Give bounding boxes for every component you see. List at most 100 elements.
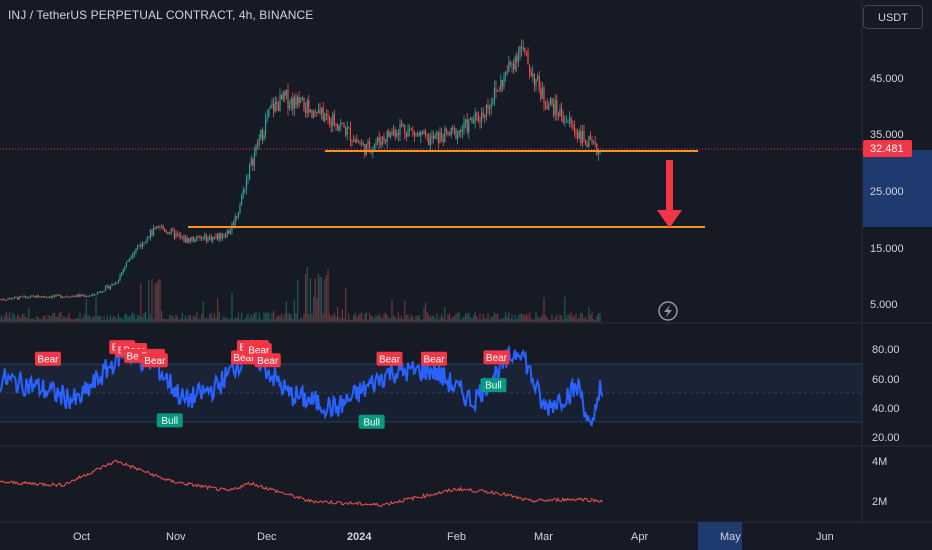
volume-bar [321, 277, 323, 322]
candle-body [324, 113, 326, 122]
candle-body [353, 141, 355, 142]
candle-body [13, 297, 15, 299]
candle-body [273, 104, 275, 112]
candle-body [300, 99, 302, 104]
oscillator-axis[interactable]: 80.00 60.00 40.00 20.00 [872, 344, 900, 444]
volume-bar [473, 315, 475, 322]
candle-body [209, 236, 211, 238]
candle-body [258, 139, 260, 146]
candle-body [212, 237, 214, 241]
volume-bar [292, 318, 294, 322]
signal-labels: BearBearBearBearBearBearBearBearBearBear… [34, 340, 510, 429]
volume-bar [124, 314, 126, 322]
candle-body [265, 119, 267, 135]
volume-bar [242, 319, 244, 322]
candle-body [493, 88, 495, 104]
candle-body [204, 234, 206, 237]
candle-body [10, 298, 12, 300]
candle-body [429, 138, 431, 146]
signal-label-text: Bull [485, 381, 502, 392]
candle-body [1, 299, 3, 300]
volume-bar [116, 319, 118, 322]
signal-label-text: Bull [363, 417, 380, 428]
price-axis[interactable]: 45.000 35.000 25.000 15.000 5.000 [870, 73, 904, 311]
volume-bar [548, 319, 550, 322]
volume-bar [449, 313, 451, 322]
candle-body [122, 269, 124, 273]
candle-body [295, 97, 297, 105]
candle-body [423, 131, 425, 135]
volume-bar [365, 312, 367, 322]
candle-body [466, 119, 468, 132]
candle-body [461, 129, 463, 132]
volume-bar [258, 312, 260, 322]
volume-bar [23, 314, 25, 322]
volume-bar [409, 318, 411, 322]
candle-body [410, 128, 412, 130]
volume-bar [535, 312, 537, 322]
volume-bar [218, 312, 220, 322]
candle-body [445, 128, 447, 131]
volume-bar [537, 316, 539, 322]
candle-body [180, 235, 182, 237]
volume-bar [431, 315, 433, 322]
volume-bar [575, 313, 577, 322]
candle-body [468, 119, 470, 132]
candle-body [333, 113, 335, 125]
time-axis[interactable]: Oct Nov Dec 2024 Feb Mar Apr May Jun [73, 531, 834, 543]
volume-bar [143, 313, 145, 322]
candle-body [103, 290, 105, 292]
volume-bar [73, 319, 75, 322]
volume-bar [370, 315, 372, 322]
candle-body [381, 136, 383, 145]
candle-body [173, 230, 175, 238]
volume-bar [50, 316, 52, 322]
candle-body [394, 130, 396, 137]
candle-body [298, 96, 300, 104]
volume-bar [239, 318, 241, 322]
candle-body [397, 133, 399, 135]
candle-body [404, 125, 406, 133]
volume-bar [28, 307, 30, 322]
volume-bar [7, 316, 9, 322]
volume-bar [266, 312, 268, 322]
candle-body [170, 229, 172, 234]
candle-body [345, 127, 347, 136]
candle-body [351, 140, 353, 142]
volume-bar [111, 318, 113, 322]
volume-bar [335, 316, 337, 322]
volume-bar [137, 314, 139, 322]
chart-title: INJ / TetherUS PERPETUAL CONTRACT, 4h, B… [8, 8, 314, 22]
candle-body [165, 231, 167, 233]
candle-body [52, 295, 54, 298]
candle-body [421, 132, 423, 135]
volume-bar [314, 278, 316, 322]
volume-bar [369, 312, 371, 322]
bear-signal-label: Bear [421, 351, 448, 366]
volume-bar [151, 278, 153, 322]
candle-body [146, 238, 148, 242]
currency-button[interactable]: USDT [863, 5, 923, 29]
volume-bar [149, 314, 151, 322]
candle-body [98, 291, 100, 293]
candle-body [401, 124, 403, 127]
candle-body [159, 226, 161, 228]
candle-body [458, 130, 460, 135]
volume-bar [127, 316, 129, 322]
volume-bar [372, 316, 374, 322]
candle-body [596, 143, 598, 155]
volume-bar [306, 266, 308, 322]
lightning-icon[interactable] [658, 301, 678, 321]
candle-body [114, 282, 116, 285]
candle-body [479, 120, 481, 122]
volume-bar [433, 315, 435, 322]
down-arrow[interactable] [657, 160, 682, 228]
volume-bar [228, 319, 230, 322]
volume-indicator-axis[interactable]: 4M 2M [872, 456, 887, 508]
volume-bar [305, 273, 307, 322]
candle-body [396, 133, 398, 137]
candle-body [250, 158, 252, 166]
candle-body [373, 145, 375, 149]
volume-bar [399, 317, 401, 322]
